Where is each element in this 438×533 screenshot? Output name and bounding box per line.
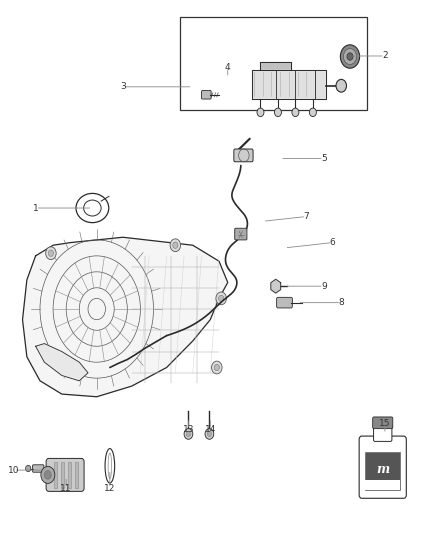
Circle shape: [219, 295, 224, 302]
FancyBboxPatch shape: [374, 423, 392, 441]
FancyBboxPatch shape: [373, 417, 393, 429]
Circle shape: [186, 431, 191, 437]
Text: 3: 3: [120, 82, 126, 91]
Text: 10: 10: [8, 466, 20, 474]
Ellipse shape: [76, 193, 109, 223]
Bar: [180, 17, 367, 110]
Circle shape: [216, 292, 226, 305]
Text: 8: 8: [339, 298, 344, 307]
Circle shape: [205, 429, 214, 439]
Circle shape: [309, 108, 316, 117]
Polygon shape: [22, 237, 228, 397]
Circle shape: [347, 53, 353, 60]
Circle shape: [44, 471, 51, 479]
Text: 7: 7: [304, 212, 309, 221]
Text: m: m: [376, 463, 389, 476]
Circle shape: [41, 466, 55, 483]
Circle shape: [214, 365, 219, 370]
Ellipse shape: [84, 200, 101, 216]
Text: 5: 5: [321, 154, 327, 163]
Circle shape: [170, 239, 180, 252]
Circle shape: [48, 250, 53, 256]
Circle shape: [340, 45, 360, 68]
Circle shape: [25, 465, 31, 472]
Text: 14: 14: [205, 425, 216, 434]
Bar: [61, 462, 64, 488]
Text: 12: 12: [104, 483, 116, 492]
Polygon shape: [271, 279, 281, 293]
Text: 11: 11: [60, 483, 72, 492]
Text: 13: 13: [183, 425, 194, 434]
Text: 4: 4: [225, 63, 230, 71]
Ellipse shape: [108, 453, 112, 479]
FancyBboxPatch shape: [359, 436, 406, 498]
Circle shape: [46, 247, 56, 260]
Circle shape: [336, 79, 346, 92]
Circle shape: [184, 429, 193, 439]
Text: 2: 2: [382, 52, 388, 60]
Circle shape: [173, 242, 178, 248]
Text: 9: 9: [321, 281, 327, 290]
Ellipse shape: [105, 449, 115, 483]
Text: 15: 15: [379, 419, 391, 428]
Circle shape: [212, 361, 222, 374]
Bar: [365, 480, 400, 490]
FancyBboxPatch shape: [277, 297, 292, 308]
Circle shape: [257, 108, 264, 117]
FancyBboxPatch shape: [235, 228, 247, 240]
Polygon shape: [252, 70, 326, 99]
Bar: [54, 462, 57, 488]
Circle shape: [275, 108, 282, 117]
Circle shape: [207, 431, 212, 437]
Bar: [68, 462, 71, 488]
Bar: [75, 462, 78, 488]
Bar: [365, 451, 400, 490]
FancyBboxPatch shape: [201, 91, 211, 99]
FancyBboxPatch shape: [32, 465, 44, 472]
Text: 6: 6: [330, 238, 336, 247]
FancyBboxPatch shape: [46, 458, 84, 491]
FancyBboxPatch shape: [234, 149, 253, 162]
Polygon shape: [261, 62, 291, 70]
Circle shape: [292, 108, 299, 117]
Text: 1: 1: [33, 204, 39, 213]
Polygon shape: [35, 344, 88, 381]
Circle shape: [343, 49, 357, 64]
